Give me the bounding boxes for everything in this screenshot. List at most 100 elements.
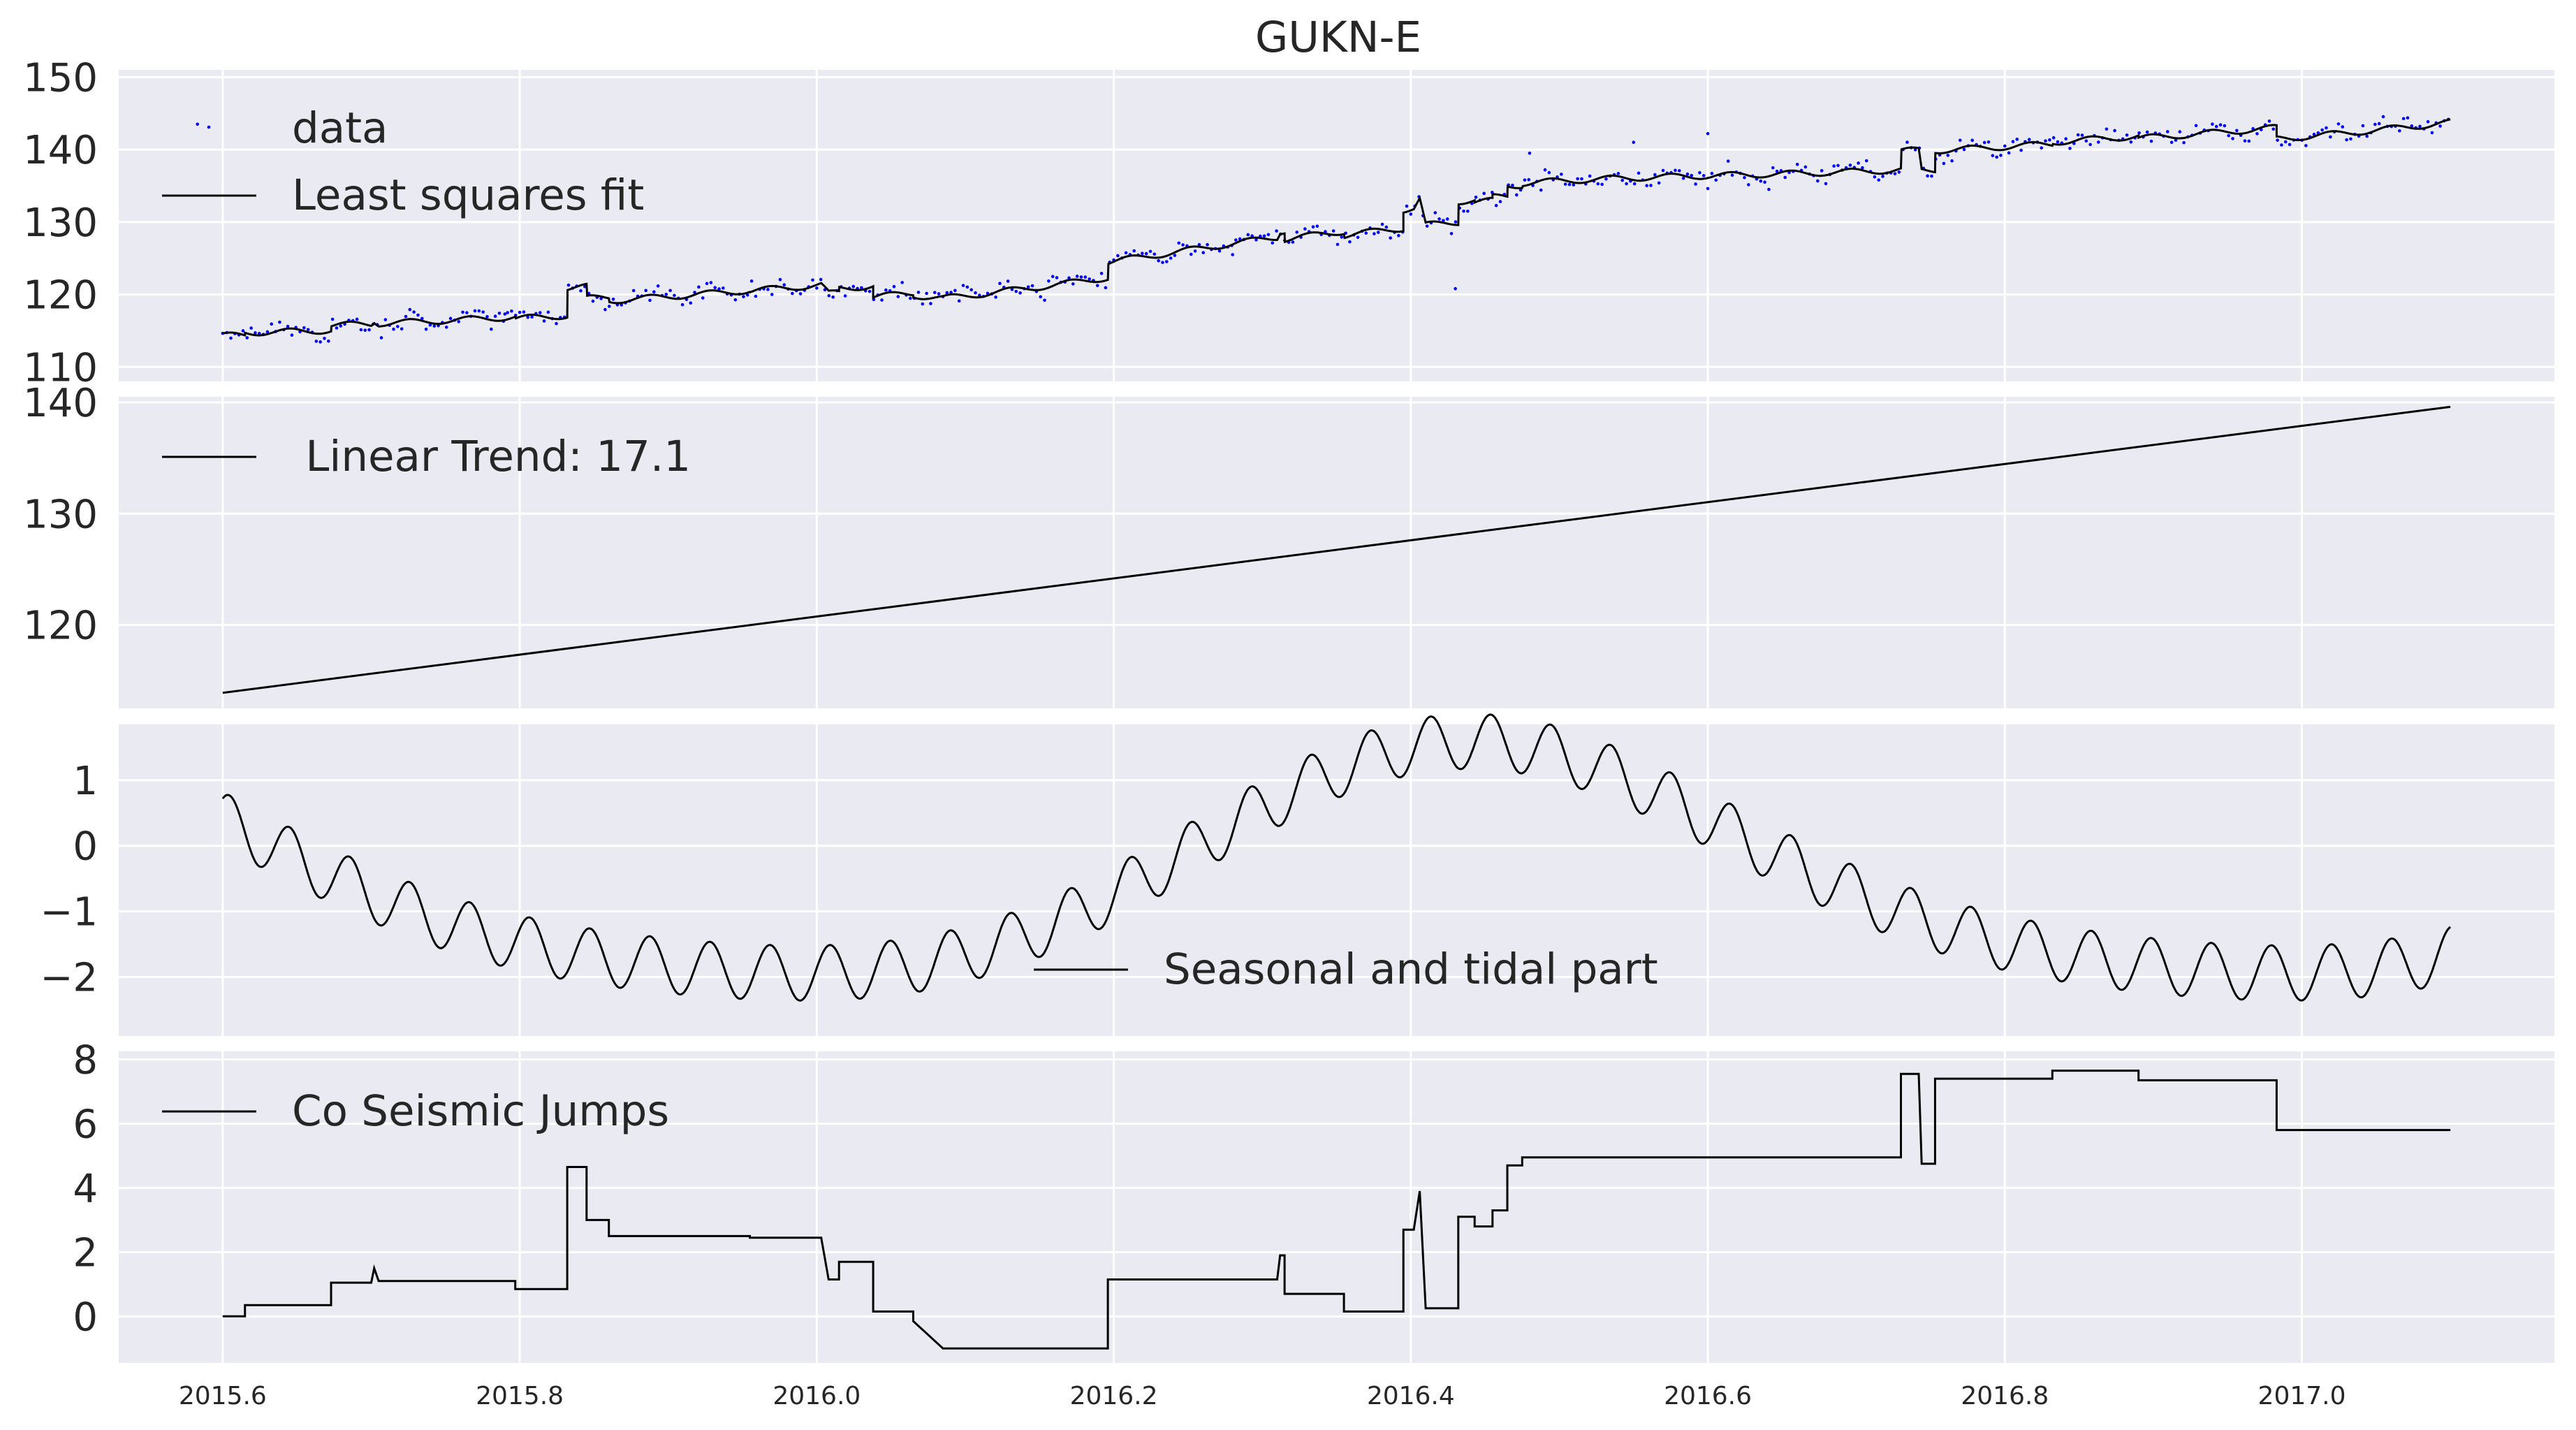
data-point	[1144, 251, 1148, 256]
data-point	[1494, 203, 1498, 207]
data-point	[1373, 232, 1376, 235]
y-tick-label: 4	[73, 1166, 98, 1211]
data-point	[359, 328, 363, 332]
data-point	[1079, 275, 1083, 279]
data-point	[900, 281, 904, 284]
figure-title: GUKN-E	[1255, 13, 1421, 62]
data-point	[2231, 137, 2234, 140]
data-point	[506, 311, 509, 314]
data-point	[745, 293, 749, 297]
data-point	[819, 277, 823, 282]
data-point	[249, 326, 253, 330]
data-point	[1071, 282, 1075, 286]
data-point	[1161, 261, 1164, 265]
data-point	[2068, 147, 2072, 150]
data-point	[1039, 295, 1043, 299]
data-point	[412, 310, 416, 314]
data-point	[1295, 231, 1299, 234]
data-point	[1014, 289, 1018, 293]
data-point	[404, 314, 408, 319]
data-point	[827, 293, 831, 298]
data-point	[2280, 143, 2283, 147]
panel-data-and-fit-background	[119, 70, 2554, 381]
data-point	[400, 327, 404, 331]
panel-linear-trend-background	[119, 397, 2554, 708]
data-point-outlier	[1528, 151, 1532, 155]
data-point	[2149, 139, 2153, 143]
data-point	[2084, 139, 2088, 143]
data-point	[1206, 242, 1209, 247]
data-point	[510, 309, 513, 313]
data-point	[2214, 124, 2218, 129]
data-point	[1893, 172, 1897, 175]
data-point	[1132, 249, 1136, 253]
data-point	[2169, 140, 2174, 145]
data-point	[1690, 173, 1694, 177]
data-point	[1958, 138, 1962, 143]
data-point	[1926, 174, 1929, 178]
data-point	[1047, 279, 1051, 283]
data-point	[1873, 175, 1877, 179]
data-point	[2267, 119, 2271, 123]
data-point	[860, 286, 863, 290]
panel-seasonal-tidal-background	[119, 724, 2554, 1036]
data-point-outlier	[196, 122, 199, 126]
data-point	[1291, 240, 1295, 244]
data-point-outlier	[1632, 140, 1636, 145]
data-point	[2166, 130, 2169, 133]
data-point	[2125, 133, 2129, 137]
data-point	[1824, 182, 1828, 186]
data-point	[319, 340, 322, 344]
data-point	[1095, 284, 1099, 288]
data-point	[2410, 124, 2414, 128]
data-point	[493, 314, 497, 318]
data-point	[2304, 144, 2308, 147]
data-point	[1547, 170, 1551, 175]
y-tick-label: 120	[23, 273, 98, 319]
data-point	[1775, 169, 1779, 173]
data-point	[607, 305, 611, 308]
data-point	[1173, 254, 1177, 257]
data-point	[1254, 238, 1258, 242]
data-point	[1051, 275, 1055, 279]
data-point	[229, 336, 233, 340]
data-point	[1563, 182, 1567, 186]
data-point	[2040, 146, 2044, 150]
data-point	[1726, 159, 1730, 163]
data-point	[1148, 249, 1152, 254]
data-point	[566, 283, 571, 287]
y-tick-label: 150	[23, 55, 98, 101]
data-point	[2044, 139, 2047, 143]
data-point	[579, 289, 583, 293]
data-point	[754, 294, 758, 298]
data-point	[522, 310, 526, 314]
data-point	[591, 299, 595, 303]
data-point	[1767, 187, 1771, 191]
data-point	[1181, 243, 1185, 247]
data-point	[1864, 159, 1868, 163]
data-point	[1197, 242, 1201, 247]
panel-co-seismic-jumps-grid	[119, 1051, 2554, 1363]
data-point	[1930, 174, 1933, 178]
data-point	[2048, 138, 2051, 142]
data-point	[648, 298, 652, 302]
data-point	[1303, 227, 1307, 231]
data-point	[1169, 256, 1173, 260]
x-tick-label: 2015.6	[179, 1382, 267, 1410]
data-point-outlier	[1454, 286, 1457, 291]
data-point	[1055, 276, 1059, 279]
data-point	[1706, 187, 1710, 191]
data-point	[1454, 220, 1458, 224]
data-point	[1714, 178, 1718, 182]
data-point	[1616, 172, 1620, 175]
data-point	[925, 291, 928, 296]
y-tick-label: 110	[23, 345, 98, 391]
data-point	[1685, 172, 1690, 176]
data-point	[965, 285, 969, 289]
data-point	[705, 282, 709, 286]
data-point	[770, 293, 774, 296]
data-point	[1340, 235, 1344, 239]
data-point	[323, 337, 326, 340]
data-point	[1006, 279, 1010, 283]
data-point	[1913, 148, 1917, 152]
